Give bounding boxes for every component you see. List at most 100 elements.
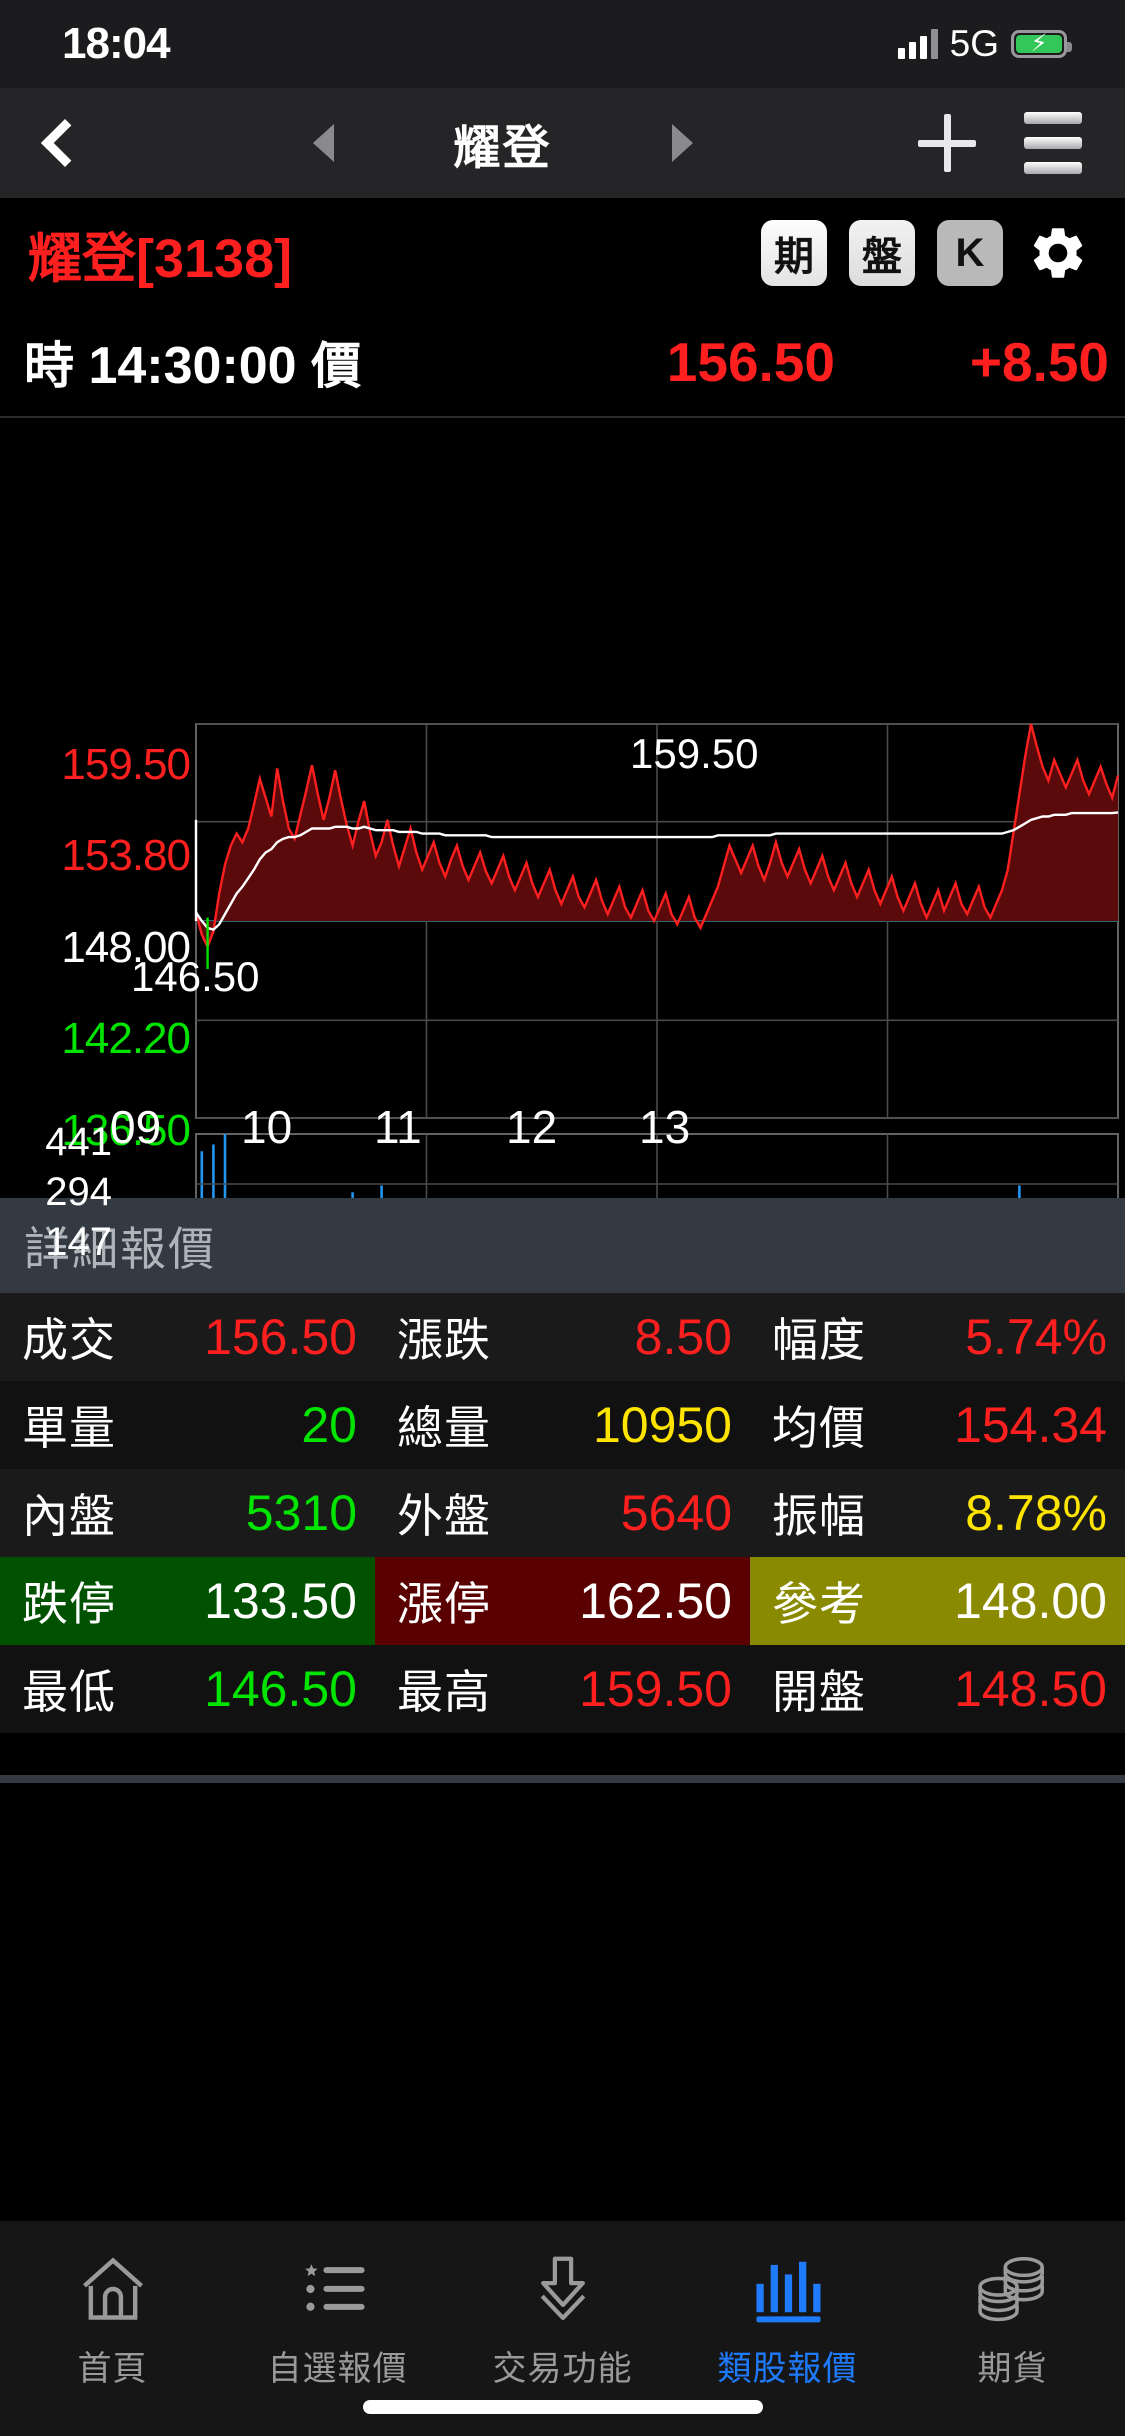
quote-label: 最高 (397, 1666, 491, 1718)
current-price: 156.50 (666, 331, 835, 393)
table-row: 單量 20 總量 10950 均價 154.34 (0, 1381, 1125, 1469)
home-icon (75, 2243, 151, 2327)
futures-button[interactable]: 期 (761, 220, 827, 286)
tab-futures[interactable]: 期貨 (900, 2243, 1125, 2390)
quote-value: 20 (301, 1397, 357, 1453)
reference-cell: 參考 148.00 (750, 1557, 1125, 1645)
y-tick-0: 159.50 (61, 740, 191, 789)
limit-up-cell: 漲停 162.50 (375, 1557, 750, 1645)
quote-label: 外盤 (397, 1490, 491, 1542)
symbol-name: 耀登[3138] (28, 228, 293, 289)
x-tick-2: 11 (374, 1101, 422, 1153)
quote-cell: 最高 159.50 (375, 1645, 750, 1733)
time-price-labels: 時 14:30:00 價 (0, 326, 361, 398)
quote-value: 156.50 (204, 1309, 357, 1365)
y-tick-2: 148.00 (61, 923, 191, 972)
symbol-action-buttons: 期 盤 K (761, 220, 1105, 286)
back-button[interactable] (0, 118, 130, 168)
status-indicators: 5G ⚡ (897, 23, 1072, 65)
detail-quote-title: 詳細報價 (24, 1222, 216, 1275)
signal-bars-icon (897, 29, 938, 59)
quote-cell: 總量 10950 (375, 1381, 750, 1469)
intraday-chart[interactable]: 159.50 153.80 148.00 142.20 136.50 159.5… (0, 418, 1125, 1264)
chevron-left-icon (40, 118, 90, 168)
quote-label: 內盤 (22, 1490, 116, 1542)
x-tick-0: 09 (110, 1101, 162, 1153)
table-row: 成交 156.50 漲跌 8.50 幅度 5.74% (0, 1293, 1125, 1381)
detail-quote-header: 詳細報價 (0, 1198, 1125, 1293)
tab-home[interactable]: 首頁 (0, 2243, 225, 2390)
triangle-left-icon[interactable] (312, 124, 334, 162)
quote-cell: 均價 154.34 (750, 1381, 1125, 1469)
quote-label: 單量 (22, 1402, 116, 1454)
tab-watchlist[interactable]: 自選報價 (225, 2243, 450, 2390)
download-arrow-icon (524, 2243, 602, 2327)
section-divider (0, 1775, 1125, 1783)
status-bar: 18:04 5G ⚡ (0, 0, 1125, 88)
tab-sector-quotes[interactable]: 類股報價 (675, 2243, 900, 2390)
limit-up-label: 漲停 (397, 1578, 491, 1630)
x-tick-3: 12 (506, 1101, 558, 1153)
symbol-switcher: 耀登 (130, 109, 875, 178)
nav-bar: 耀登 (0, 88, 1125, 198)
quote-cell: 成交 156.50 (0, 1293, 375, 1381)
quote-value: 5640 (620, 1485, 732, 1541)
tab-label: 首頁 (77, 2350, 148, 2388)
tab-label: 自選報價 (267, 2350, 408, 2388)
table-row: 最低 146.50 最高 159.50 開盤 148.50 (0, 1645, 1125, 1733)
chart-canvas (194, 723, 1120, 1198)
coins-icon (973, 2243, 1053, 2327)
quote-value: 5310 (245, 1485, 357, 1541)
limit-row: 跌停 133.50 漲停 162.50 參考 148.00 (0, 1557, 1125, 1645)
hamburger-menu-icon[interactable] (1024, 112, 1082, 174)
vol-tick-0: 441 (45, 1120, 112, 1164)
quote-value: 146.50 (204, 1661, 357, 1717)
tab-label: 期貨 (977, 2350, 1048, 2388)
tab-trade[interactable]: 交易功能 (450, 2243, 675, 2390)
kline-button[interactable]: K (937, 220, 1003, 286)
quote-label: 均價 (772, 1402, 866, 1454)
quote-label: 振幅 (772, 1490, 866, 1542)
page-title: 耀登 (453, 120, 552, 174)
watchlist-icon (300, 2243, 376, 2327)
reference-label: 參考 (772, 1578, 866, 1630)
quote-label: 總量 (397, 1402, 491, 1454)
orderbook-button[interactable]: 盤 (849, 220, 915, 286)
limit-down-cell: 跌停 133.50 (0, 1557, 375, 1645)
quote-label: 幅度 (772, 1314, 866, 1366)
triangle-right-icon[interactable] (671, 124, 693, 162)
quote-value: 5.74% (965, 1309, 1107, 1365)
quote-value: 159.50 (579, 1661, 732, 1717)
home-indicator (362, 2400, 763, 2414)
price-label: 價 (311, 338, 362, 394)
network-type-label: 5G (949, 23, 999, 64)
quote-value: 8.78% (965, 1485, 1107, 1541)
limit-down-label: 跌停 (22, 1578, 116, 1630)
y-tick-1: 153.80 (61, 831, 191, 880)
quote-cell: 內盤 5310 (0, 1469, 375, 1557)
quote-cell: 單量 20 (0, 1381, 375, 1469)
quote-label: 成交 (22, 1314, 116, 1366)
quote-label: 開盤 (772, 1666, 866, 1718)
limit-down-value: 133.50 (204, 1573, 357, 1629)
table-row: 內盤 5310 外盤 5640 振幅 8.78% (0, 1469, 1125, 1557)
symbol-bar: 耀登[3138] 期 盤 K (0, 198, 1125, 308)
y-tick-4: 136.50 (61, 1106, 191, 1155)
quote-value: 10950 (592, 1397, 732, 1453)
price-bar: 時 14:30:00 價 156.50 +8.50 (0, 308, 1125, 418)
tab-label: 類股報價 (717, 2350, 858, 2388)
quote-cell: 幅度 5.74% (750, 1293, 1125, 1381)
low-annotation: 146.50 (131, 953, 260, 1000)
high-annotation: 159.50 (630, 730, 759, 777)
plus-icon[interactable] (918, 114, 976, 172)
x-tick-4: 13 (639, 1101, 691, 1153)
quote-table: 成交 156.50 漲跌 8.50 幅度 5.74% 單量 20 總量 1095… (0, 1293, 1125, 1733)
quote-value: 148.50 (954, 1661, 1107, 1717)
quote-cell: 振幅 8.78% (750, 1469, 1125, 1557)
quote-label: 漲跌 (397, 1314, 491, 1366)
reference-value: 148.00 (954, 1573, 1107, 1629)
battery-charging-icon: ⚡ (1011, 30, 1072, 58)
tab-label: 交易功能 (492, 2350, 633, 2388)
gear-icon[interactable] (1025, 220, 1091, 286)
